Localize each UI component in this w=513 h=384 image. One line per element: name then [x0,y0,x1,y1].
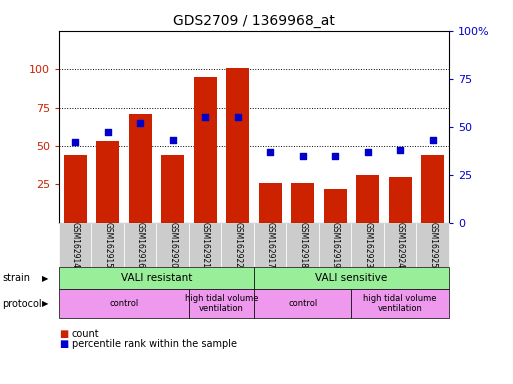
Text: GSM162924: GSM162924 [396,222,405,268]
Bar [421,155,444,223]
Point [136,120,144,126]
Point [396,147,404,153]
Text: ▶: ▶ [42,273,48,283]
Point [299,152,307,159]
Point [71,139,80,145]
Text: GSM162921: GSM162921 [201,222,210,268]
Text: protocol: protocol [3,298,42,309]
Text: ▶: ▶ [42,299,48,308]
Text: ■: ■ [59,329,68,339]
Text: control: control [288,299,318,308]
Bar [161,155,184,223]
Text: ■: ■ [59,339,68,349]
Text: GSM162925: GSM162925 [428,222,437,268]
Text: VALI sensitive: VALI sensitive [315,273,387,283]
Point [233,114,242,120]
Bar [129,114,152,223]
Text: GSM162923: GSM162923 [363,222,372,268]
Text: strain: strain [3,273,31,283]
Point [331,152,339,159]
Text: GSM162915: GSM162915 [103,222,112,268]
Text: GSM162920: GSM162920 [168,222,177,268]
Bar [194,77,216,223]
Title: GDS2709 / 1369968_at: GDS2709 / 1369968_at [173,14,335,28]
Text: high tidal volume
ventilation: high tidal volume ventilation [185,294,258,313]
Text: VALI resistant: VALI resistant [121,273,192,283]
Point [266,149,274,155]
Bar [226,68,249,223]
Text: GSM162917: GSM162917 [266,222,274,268]
Text: GSM162919: GSM162919 [331,222,340,268]
Bar [389,177,411,223]
Bar [259,183,282,223]
Bar [324,189,347,223]
Text: GSM162914: GSM162914 [71,222,80,268]
Bar [64,155,87,223]
Bar [356,175,379,223]
Text: control: control [109,299,139,308]
Text: percentile rank within the sample: percentile rank within the sample [72,339,237,349]
Point [364,149,372,155]
Bar [291,183,314,223]
Text: count: count [72,329,100,339]
Point [428,137,437,143]
Point [201,114,209,120]
Point [104,129,112,136]
Point [169,137,177,143]
Text: GSM162916: GSM162916 [136,222,145,268]
Text: GSM162918: GSM162918 [298,222,307,268]
Text: high tidal volume
ventilation: high tidal volume ventilation [363,294,437,313]
Bar [96,141,119,223]
Text: GSM162922: GSM162922 [233,222,242,268]
